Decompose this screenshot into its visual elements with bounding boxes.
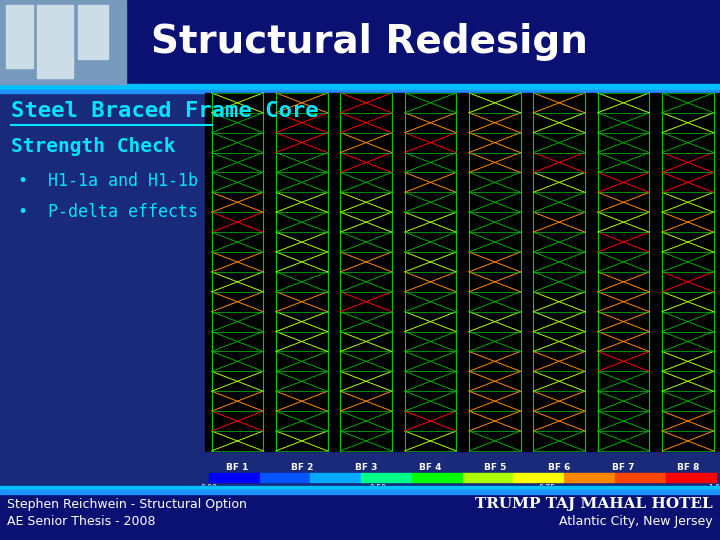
Text: BF 1: BF 1 <box>226 463 248 472</box>
Text: Strength Check: Strength Check <box>11 137 175 156</box>
Bar <box>0 0 126 84</box>
Text: 0.50: 0.50 <box>369 484 387 494</box>
Text: BF 3: BF 3 <box>355 463 377 472</box>
Bar <box>0 93 720 486</box>
Text: BF 6: BF 6 <box>548 463 570 472</box>
Bar <box>310 472 361 482</box>
Bar <box>513 472 564 482</box>
Text: •  H1-1a and H1-1b: • H1-1a and H1-1b <box>18 172 198 190</box>
Bar <box>666 472 716 482</box>
Bar <box>0 0 720 84</box>
Text: •  P-delta effects: • P-delta effects <box>18 203 198 221</box>
Text: BF 7: BF 7 <box>612 463 635 472</box>
Text: Stephen Reichwein - Structural Option: Stephen Reichwein - Structural Option <box>7 498 247 511</box>
Text: BF 5: BF 5 <box>484 463 506 472</box>
Bar <box>78 5 108 59</box>
Bar <box>564 472 615 482</box>
Text: AE Senior Thesis - 2008: AE Senior Thesis - 2008 <box>7 515 156 528</box>
Text: TRUMP TAJ MAHAL HOTEL: TRUMP TAJ MAHAL HOTEL <box>475 497 713 511</box>
Bar <box>209 472 260 482</box>
Bar <box>412 472 463 482</box>
Text: BF 8: BF 8 <box>677 463 699 472</box>
Text: Steel Braced Frame Core: Steel Braced Frame Core <box>11 101 318 121</box>
Bar <box>0 486 720 490</box>
Text: Structural Redesign: Structural Redesign <box>151 23 588 61</box>
Bar <box>361 472 412 482</box>
Bar <box>0 490 720 494</box>
Bar <box>205 93 720 451</box>
Bar <box>463 472 513 482</box>
Text: BF 2: BF 2 <box>291 463 313 472</box>
Bar <box>615 472 666 482</box>
Bar <box>0 84 720 90</box>
Text: 0.75: 0.75 <box>539 484 556 494</box>
Text: BF 4: BF 4 <box>419 463 441 472</box>
Text: 1.00: 1.00 <box>708 484 720 494</box>
Text: 0.00: 0.00 <box>200 484 217 494</box>
Bar <box>260 472 310 482</box>
Text: Atlantic City, New Jersey: Atlantic City, New Jersey <box>559 515 713 528</box>
Bar <box>0 486 720 540</box>
Bar <box>37 5 73 78</box>
Bar <box>0 90 720 93</box>
Bar <box>6 5 33 68</box>
